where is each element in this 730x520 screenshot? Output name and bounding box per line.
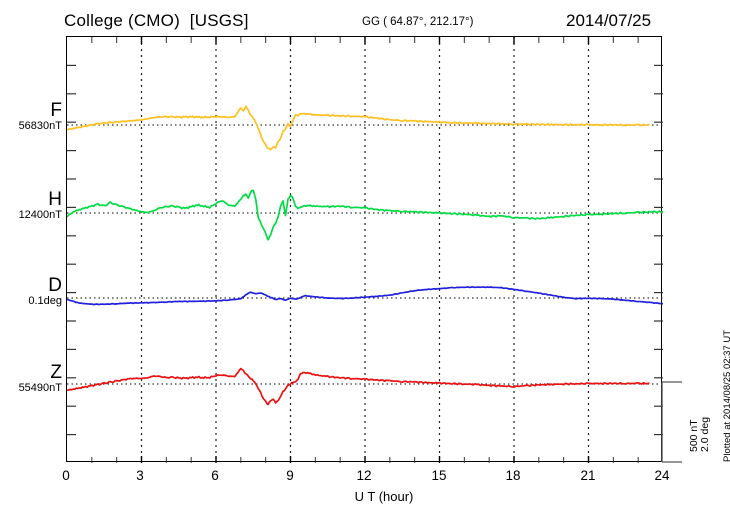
x-axis-title-text: U T (hour) (354, 489, 414, 504)
xtick-label-15: 15 (431, 468, 447, 483)
component-value-z: 55490nT (18, 382, 62, 394)
component-value-f: 56830nT (18, 120, 62, 132)
component-label-z: Z 55490nT (0, 363, 62, 395)
xtick-label-12: 12 (356, 468, 372, 483)
xtick-label-18: 18 (505, 468, 521, 483)
plot-area (66, 36, 663, 463)
xtick-label-24: 24 (654, 468, 670, 483)
observation-date: 2014/07/25 (566, 11, 652, 30)
page-title: College (CMO) [USGS] (64, 11, 249, 30)
xtick-label-6: 6 (211, 468, 219, 483)
geographic-coordinates: GG ( 64.87°, 212.17°) (362, 16, 474, 28)
component-label-f: F 56830nT (0, 101, 62, 133)
xtick-label-21: 21 (580, 468, 596, 483)
component-label-h: H 12400nT (0, 190, 62, 222)
component-letter-z: Z (50, 362, 62, 383)
component-letter-f: F (50, 100, 62, 121)
component-letter-h: H (48, 189, 62, 210)
xtick-label-0: 0 (62, 468, 70, 483)
x-axis-title: U T (hour) (0, 489, 730, 504)
scale-bar-deg-label: 2.0 deg (699, 416, 711, 452)
component-letter-d: D (48, 275, 62, 296)
component-value-h: 12400nT (18, 209, 62, 221)
xtick-label-9: 9 (286, 468, 294, 483)
magnetogram-plot (67, 37, 663, 463)
component-label-d: D 0.1deg (0, 276, 62, 308)
plotted-at-timestamp: Plotted at 2014/08/25 02:37 UT (722, 329, 730, 462)
scale-bar (661, 381, 682, 463)
component-value-d: 0.1deg (28, 295, 62, 307)
xtick-label-3: 3 (136, 468, 144, 483)
